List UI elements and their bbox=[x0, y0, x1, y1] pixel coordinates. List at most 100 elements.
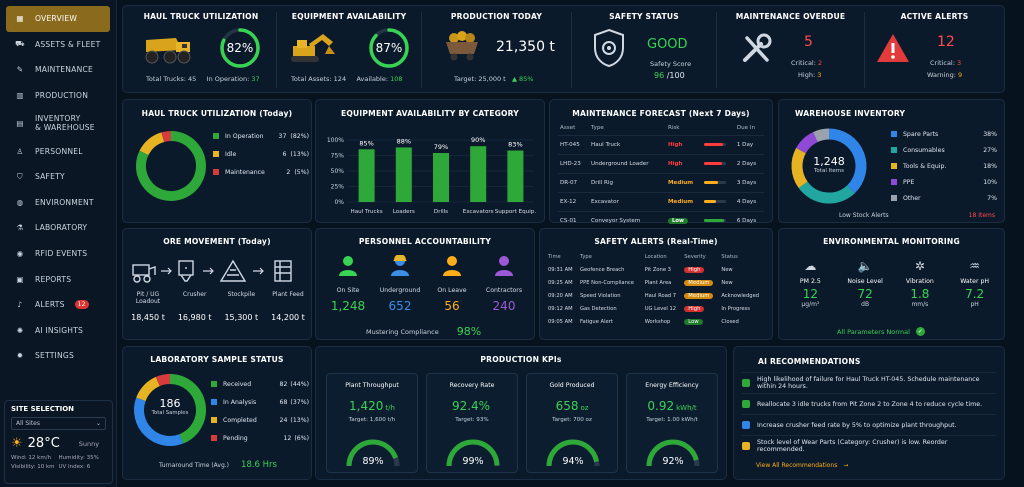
sidebar-item-safety[interactable]: ⛉ SAFETY bbox=[0, 164, 116, 190]
sidebar-item-rfid-events[interactable]: ◉ RFID EVENTS bbox=[0, 241, 116, 267]
table-row[interactable]: 09:20 AM Speed Violation Haul Road 7 Medium… bbox=[546, 289, 766, 302]
risk-bar-fill bbox=[704, 181, 718, 184]
prod-kpi-card[interactable]: Gold Produced 658 oz Target: 700 oz 94% bbox=[526, 373, 618, 473]
tat-label: Turnaround Time (Avg.) bbox=[159, 461, 230, 469]
env-value: 1.8 bbox=[910, 287, 930, 301]
personnel-group[interactable]: Contractors 240 bbox=[479, 255, 529, 313]
legend-pct: (44%) bbox=[290, 380, 309, 388]
kpi-maintenance[interactable]: MAINTENANCE OVERDUE 5 Critical: 2 High: … bbox=[716, 12, 864, 88]
kpi-haul-truck[interactable]: HAUL TRUCK UTILIZATION 82% Total Trucks:… bbox=[126, 12, 276, 88]
ai-recommendation[interactable]: Increase crusher feed rate by 5% to opti… bbox=[742, 414, 996, 435]
table-row[interactable]: CS-01 Conveyor System Low 6 Days bbox=[558, 210, 764, 230]
legend-pct: 10% bbox=[983, 178, 997, 186]
safety-score-of: /100 bbox=[666, 71, 685, 80]
gauge-pct: 94% bbox=[562, 456, 583, 467]
table-row[interactable]: LHD-23 Underground Loader High 2 Days bbox=[558, 153, 764, 173]
weather-wind: Wind: 12 km/h bbox=[11, 455, 52, 461]
ore-step-value: 18,450 t bbox=[131, 313, 165, 322]
warehouse-legend-item: Consumables 27% bbox=[891, 142, 997, 158]
table-row[interactable]: 09:31 AM Geofence Breach Pit Zone 3 High New bbox=[546, 263, 766, 276]
bar-value-label: 88% bbox=[397, 137, 411, 145]
chevron-down-icon: ⌄ bbox=[95, 420, 101, 427]
risk-bar bbox=[704, 162, 727, 165]
env-metric[interactable]: ☁ PM 2.5 12 µg/m³ bbox=[784, 259, 836, 308]
sidebar-item-alerts[interactable]: ♪ ALERTS 12 bbox=[0, 292, 116, 318]
prod-kpi-card[interactable]: Plant Throughput 1,420 t/h Target: 1,600 t/… bbox=[326, 373, 418, 473]
env-label: Noise Level bbox=[847, 278, 883, 285]
risk-bar-fill bbox=[704, 200, 717, 203]
haul-legend: In Operation 37 (82%) Idle 6 (13%) Maintenance… bbox=[213, 127, 309, 181]
legend-label: Pending bbox=[223, 434, 248, 442]
ore-step-label: Stockpile bbox=[227, 291, 256, 298]
prod-kpi-card[interactable]: Energy Efficiency 0.92 kWh/t Target: 1.00 k… bbox=[626, 373, 718, 473]
bar[interactable] bbox=[507, 150, 524, 202]
personnel-label: Underground bbox=[379, 287, 421, 294]
table-row[interactable]: HT-045 Haul Truck High 1 Day bbox=[558, 134, 764, 154]
haul-today-panel: HAUL TRUCK UTILIZATION (Today) In Operat… bbox=[122, 99, 312, 223]
ai-recommendation[interactable]: Stock level of Wear Parts (Category: Cru… bbox=[742, 435, 996, 456]
low-stock-label: Low Stock Alerts bbox=[839, 212, 889, 219]
haul-gauge: 82% bbox=[220, 28, 260, 68]
legend-label: Tools & Equip. bbox=[903, 162, 947, 170]
sidebar-item-laboratory[interactable]: ⚗ LABORATORY bbox=[0, 215, 116, 241]
sidebar-item-production[interactable]: ▥ PRODUCTION bbox=[0, 83, 116, 109]
env-metric[interactable]: ♒ Water pH 7.2 pH bbox=[949, 259, 1001, 308]
sidebar-item-personnel[interactable]: ♙ PERSONNEL bbox=[0, 138, 116, 164]
haul-today-title: HAUL TRUCK UTILIZATION (Today) bbox=[141, 109, 293, 118]
bar[interactable] bbox=[433, 153, 449, 202]
ore-step: Plant Feed 14,200 t bbox=[265, 291, 311, 331]
personnel-group[interactable]: On Leave 56 bbox=[427, 255, 477, 313]
personnel-group[interactable]: On Site 1,248 bbox=[323, 255, 373, 313]
personnel-label: On Site bbox=[336, 287, 360, 294]
ai-recommendation[interactable]: Reallocate 3 idle trucks from Pit Zone 2… bbox=[742, 393, 996, 414]
legend-pct: 38% bbox=[983, 130, 997, 138]
table-row[interactable]: 09:12 AM Gas Detection UG Level 12 High In P… bbox=[546, 302, 766, 315]
time-cell: 09:20 AM bbox=[548, 292, 573, 299]
sidebar-item-environment[interactable]: ◍ ENVIRONMENT bbox=[0, 190, 116, 216]
table-row[interactable]: 09:25 AM PPE Non-Compliance Plant Area Medi… bbox=[546, 276, 766, 289]
asset-cell: LHD-23 bbox=[558, 153, 589, 173]
kpi-alerts[interactable]: ACTIVE ALERTS 12 Critical: 3 Warning: 9 bbox=[864, 12, 1004, 88]
sidebar-item-maintenance[interactable]: ✎ MAINTENANCE bbox=[0, 57, 116, 83]
sidebar-item-reports[interactable]: ▣ REPORTS bbox=[0, 266, 116, 292]
bar[interactable] bbox=[395, 147, 412, 202]
low-stock-value[interactable]: 18 Items bbox=[968, 212, 995, 219]
time-cell: 09:12 AM bbox=[548, 305, 573, 312]
env-value: 12 bbox=[802, 287, 819, 301]
boxes-icon: ▤ bbox=[16, 118, 24, 128]
water-icon: ♒ bbox=[969, 259, 980, 273]
table-row[interactable]: DR-07 Drill Rig Medium 3 Days bbox=[558, 172, 764, 192]
personnel-group[interactable]: Underground 652 bbox=[375, 254, 425, 313]
table-row[interactable]: EX-12 Excavator Medium 4 Days bbox=[558, 191, 764, 211]
sidebar-item-overview[interactable]: ▦ OVERVIEW bbox=[6, 6, 110, 32]
env-metric[interactable]: 🔈 Noise Level 72 dB bbox=[839, 259, 891, 308]
prod-kpi-label: Gold Produced bbox=[549, 382, 595, 389]
env-metric[interactable]: ✲ Vibration 1.8 mm/s bbox=[894, 259, 946, 308]
type-cell: Excavator bbox=[588, 191, 666, 211]
site-select[interactable]: All Sites ⌄ bbox=[11, 417, 106, 430]
warehouse-slice bbox=[791, 147, 808, 189]
kpi-equipment[interactable]: EQUIPMENT AVAILABILITY 87% Total Assets:… bbox=[276, 12, 421, 88]
table-row[interactable]: 09:05 AM Fatigue Alert Workshop Low Closed bbox=[546, 315, 766, 328]
bar[interactable] bbox=[470, 146, 487, 202]
rfid-icon: ◉ bbox=[16, 249, 24, 259]
gauge-pct: 99% bbox=[462, 456, 483, 467]
prod-kpi-card[interactable]: Recovery Rate 92.4% Target: 93% 99% bbox=[426, 373, 518, 473]
safety-alerts-title: SAFETY ALERTS (Real-Time) bbox=[594, 237, 718, 246]
prod-kpi-value: 0.92 bbox=[647, 399, 675, 413]
sidebar-item-settings[interactable]: ✹ SETTINGS bbox=[0, 343, 116, 369]
kpi-safety[interactable]: SAFETY STATUS GOOD Safety Score 96 /100 bbox=[571, 12, 716, 88]
sidebar-item-ai-insights[interactable]: ✺ AI INSIGHTS bbox=[0, 318, 116, 344]
sidebar-item-assets-fleet[interactable]: ⛟ ASSETS & FLEET bbox=[0, 32, 116, 58]
risk-cell: Medium bbox=[665, 172, 703, 192]
prod-kpi-unit: oz bbox=[580, 404, 589, 412]
severity-cell: Low bbox=[682, 315, 719, 328]
y-tick-label: 0% bbox=[334, 199, 344, 206]
ai-recommendation[interactable]: High likelihood of failure for Haul Truc… bbox=[742, 372, 996, 393]
bar[interactable] bbox=[358, 149, 375, 202]
equip-total: 124 bbox=[333, 75, 347, 83]
legend-pct: 27% bbox=[983, 146, 997, 154]
view-all-recs-link[interactable]: View All Recommendations → bbox=[742, 462, 996, 469]
sidebar-item-inventory-warehouse[interactable]: ▤ INVENTORY & WAREHOUSE bbox=[0, 108, 116, 138]
kpi-production[interactable]: PRODUCTION TODAY 21,350 t Target: 25,000… bbox=[421, 12, 571, 88]
